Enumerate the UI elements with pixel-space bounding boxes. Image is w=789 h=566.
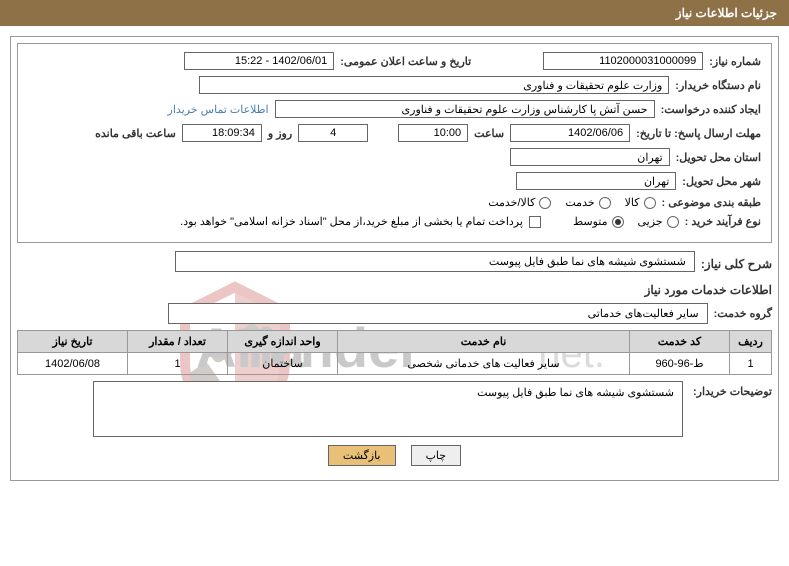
payment-checkbox[interactable] — [529, 216, 541, 228]
need-summary-block: شرح کلی نیاز: شستشوی شیشه های نما طبق فا… — [17, 251, 772, 277]
contact-link[interactable]: اطلاعات تماس خریدار — [168, 103, 269, 116]
cell-qty: 1 — [128, 353, 228, 375]
main-container: Aria Tender .net شماره نیاز: 11020000310… — [10, 36, 779, 481]
radio-dot-icon — [644, 197, 656, 209]
buyer-notes-text: شستشوی شیشه های نما طبق فایل پیوست — [93, 381, 683, 437]
row-requester: ایجاد کننده درخواست: حسن آتش پا کارشناس … — [28, 100, 761, 118]
buyer-notes-row: توضیحات خریدار: شستشوی شیشه های نما طبق … — [17, 381, 772, 437]
days-field: 4 — [298, 124, 368, 142]
page-header: جزئیات اطلاعات نیاز — [0, 0, 789, 26]
radio-goods[interactable]: کالا — [625, 196, 656, 209]
buyer-org-field: وزارت علوم تحقیقات و فناوری — [199, 76, 669, 94]
back-button[interactable]: بازگشت — [328, 445, 396, 466]
row-process: نوع فرآیند خرید : جزیی متوسط پرداخت تمام… — [28, 215, 761, 228]
cell-date: 1402/06/08 — [18, 353, 128, 375]
page-title: جزئیات اطلاعات نیاز — [676, 6, 777, 20]
category-label: طبقه بندی موضوعی : — [662, 196, 761, 209]
button-bar: چاپ بازگشت — [17, 437, 772, 474]
services-block: اطلاعات خدمات مورد نیاز گروه خدمت: سایر … — [17, 283, 772, 437]
services-section-title: اطلاعات خدمات مورد نیاز — [17, 283, 772, 297]
province-field: تهران — [510, 148, 670, 166]
category-radio-group: کالا خدمت کالا/خدمت — [488, 196, 655, 209]
row-need-number: شماره نیاز: 1102000031000099 تاریخ و ساع… — [28, 52, 761, 70]
cell-row: 1 — [730, 353, 772, 375]
cell-code: ط-96-960 — [630, 353, 730, 375]
row-province: استان محل تحویل: تهران — [28, 148, 761, 166]
col-row: ردیف — [730, 331, 772, 353]
table-header-row: ردیف کد خدمت نام خدمت واحد اندازه گیری ت… — [18, 331, 772, 353]
radio-dot-icon — [599, 197, 611, 209]
announce-label: تاریخ و ساعت اعلان عمومی: — [340, 55, 471, 68]
need-number-field: 1102000031000099 — [543, 52, 703, 70]
cell-name: سایر فعالیت های خدماتی شخصی — [338, 353, 630, 375]
col-qty: تعداد / مقدار — [128, 331, 228, 353]
radio-partial-label: جزیی — [638, 215, 663, 228]
radio-medium-label: متوسط — [573, 215, 608, 228]
remaining-label: ساعت باقی مانده — [95, 127, 176, 140]
service-group-label: گروه خدمت: — [714, 307, 772, 320]
requester-field: حسن آتش پا کارشناس وزارت علوم تحقیقات و … — [275, 100, 655, 118]
process-label: نوع فرآیند خرید : — [685, 215, 761, 228]
buyer-org-label: نام دستگاه خریدار: — [675, 79, 761, 92]
radio-dot-icon — [612, 216, 624, 228]
row-city: شهر محل تحویل: تهران — [28, 172, 761, 190]
need-number-label: شماره نیاز: — [709, 55, 761, 68]
countdown-field: 18:09:34 — [182, 124, 262, 142]
radio-service-label: خدمت — [565, 196, 594, 209]
row-deadline: مهلت ارسال پاسخ: تا تاریخ: 1402/06/06 سا… — [28, 124, 761, 142]
radio-partial[interactable]: جزیی — [638, 215, 679, 228]
col-name: نام خدمت — [338, 331, 630, 353]
deadline-date-field: 1402/06/06 — [510, 124, 630, 142]
col-code: کد خدمت — [630, 331, 730, 353]
form-section: شماره نیاز: 1102000031000099 تاریخ و ساع… — [17, 43, 772, 243]
radio-dot-icon — [667, 216, 679, 228]
row-buyer-org: نام دستگاه خریدار: وزارت علوم تحقیقات و … — [28, 76, 761, 94]
row-category: طبقه بندی موضوعی : کالا خدمت کالا/خدمت — [28, 196, 761, 209]
print-button[interactable]: چاپ — [411, 445, 462, 466]
col-date: تاریخ نیاز — [18, 331, 128, 353]
services-table: ردیف کد خدمت نام خدمت واحد اندازه گیری ت… — [17, 330, 772, 375]
days-and-label: روز و — [268, 127, 292, 140]
province-label: استان محل تحویل: — [676, 151, 761, 164]
deadline-time-field: 10:00 — [398, 124, 468, 142]
time-word: ساعت — [474, 127, 504, 140]
payment-note: پرداخت تمام یا بخشی از مبلغ خرید،از محل … — [180, 215, 523, 228]
city-field: تهران — [516, 172, 676, 190]
cell-unit: ساختمان — [228, 353, 338, 375]
radio-goods-label: کالا — [625, 196, 640, 209]
need-summary-label: شرح کلی نیاز: — [701, 257, 772, 271]
radio-goods-service-label: کالا/خدمت — [488, 196, 535, 209]
service-group-field: سایر فعالیت‌های خدماتی — [168, 303, 708, 324]
process-radio-group: جزیی متوسط — [573, 215, 679, 228]
requester-label: ایجاد کننده درخواست: — [661, 103, 761, 116]
col-unit: واحد اندازه گیری — [228, 331, 338, 353]
need-summary-text: شستشوی شیشه های نما طبق فایل پیوست — [175, 251, 695, 272]
radio-goods-service[interactable]: کالا/خدمت — [488, 196, 551, 209]
table-row: 1 ط-96-960 سایر فعالیت های خدماتی شخصی س… — [18, 353, 772, 375]
radio-service[interactable]: خدمت — [565, 196, 610, 209]
radio-medium[interactable]: متوسط — [573, 215, 624, 228]
city-label: شهر محل تحویل: — [682, 175, 761, 188]
buyer-notes-label: توضیحات خریدار: — [693, 381, 772, 398]
deadline-label: مهلت ارسال پاسخ: تا تاریخ: — [636, 127, 761, 140]
announce-field: 1402/06/01 - 15:22 — [184, 52, 334, 70]
radio-dot-icon — [539, 197, 551, 209]
